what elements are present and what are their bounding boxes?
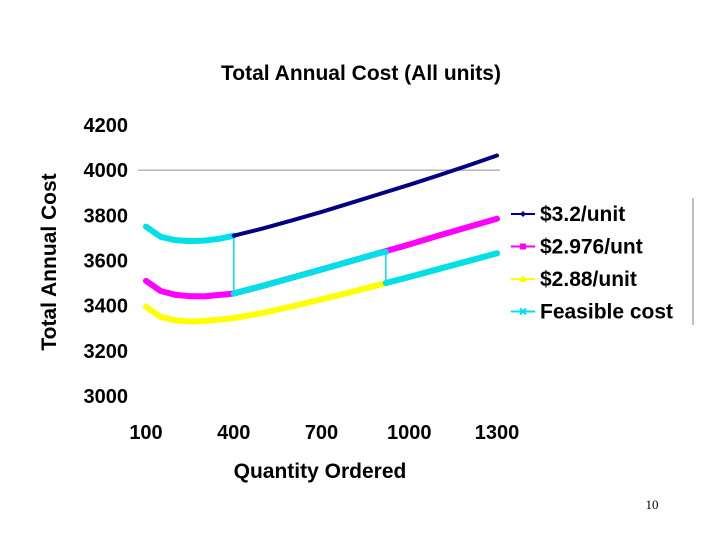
series-line <box>230 248 389 297</box>
y-tick-label: 3600 <box>84 251 129 273</box>
series-1 <box>143 215 500 300</box>
series-line <box>143 215 500 300</box>
legend: $3.2/unit $2.976/unt $2.88/unit Feasible co… <box>511 198 694 325</box>
y-tick-label: 3000 <box>84 386 129 408</box>
series-line <box>143 223 237 245</box>
x-tick-label: 1000 <box>387 422 432 444</box>
series-line <box>382 250 500 287</box>
legend-label: $3.2/unit <box>540 203 625 226</box>
x-axis-label: Quantity Ordered <box>234 460 407 483</box>
legend-entry: $2.976/unt <box>511 236 643 259</box>
series-line <box>231 153 499 238</box>
plot-area <box>143 153 500 325</box>
x-tick-label: 400 <box>217 422 250 444</box>
legend-marker <box>519 275 527 282</box>
feasible-overlay <box>230 248 500 297</box>
legend-label: $2.976/unt <box>540 236 643 259</box>
page-number: 10 <box>646 497 659 512</box>
legend-marker <box>520 243 526 250</box>
y-tick-label: 3800 <box>84 205 129 227</box>
y-tick-label: 4200 <box>84 115 129 137</box>
y-axis-label: Total Annual Cost <box>38 173 61 350</box>
legend-marker <box>519 307 527 316</box>
x-axis-ticks: 100 400 700 1000 1300 <box>129 422 519 444</box>
y-tick-label: 4000 <box>84 160 129 182</box>
legend-entry: $2.88/unit <box>511 268 637 291</box>
legend-entry: Feasible cost <box>511 301 673 324</box>
x-tick-label: 100 <box>129 422 162 444</box>
y-axis-ticks: 3000 3200 3400 3600 3800 4000 4200 <box>84 115 129 408</box>
legend-label: $2.88/unit <box>540 268 637 291</box>
x-tick-label: 1300 <box>475 422 520 444</box>
y-tick-label: 3400 <box>84 296 129 318</box>
legend-marker <box>520 211 526 217</box>
chart-title: Total Annual Cost (All units) <box>221 62 501 85</box>
x-tick-label: 700 <box>305 422 338 444</box>
series-0 <box>231 153 499 238</box>
series-2 <box>143 250 500 325</box>
legend-entry: $3.2/unit <box>511 203 625 226</box>
legend-label: Feasible cost <box>540 301 673 324</box>
series-line <box>143 250 500 325</box>
y-tick-label: 3200 <box>84 341 129 363</box>
